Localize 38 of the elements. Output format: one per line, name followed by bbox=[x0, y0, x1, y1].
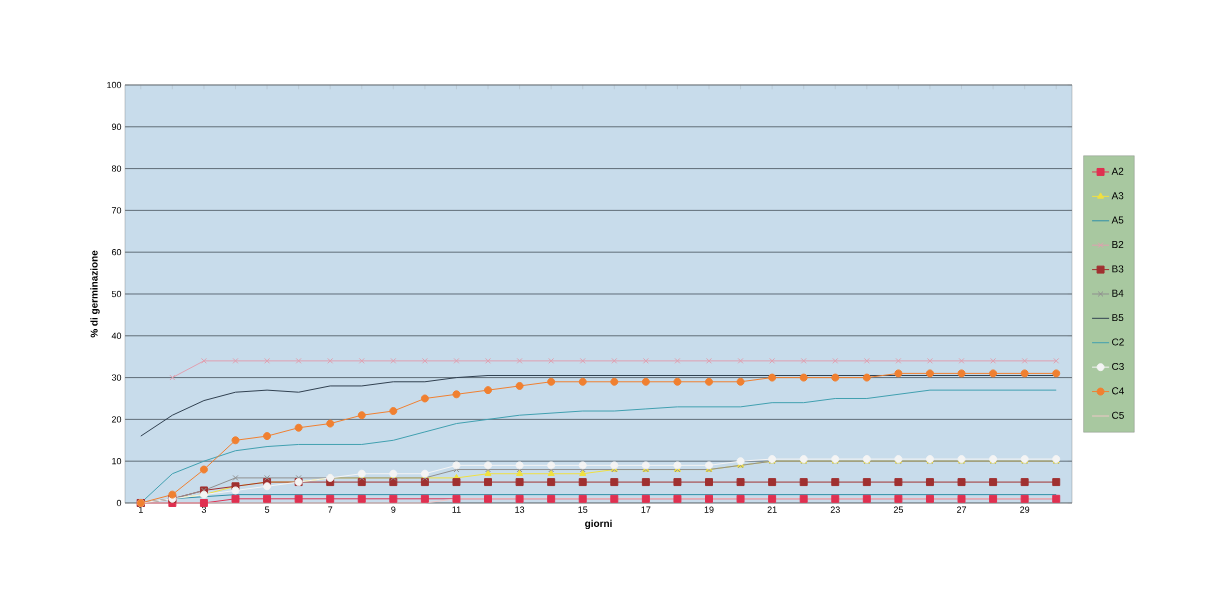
x-tick-label: 7 bbox=[328, 506, 333, 513]
y-tick-label: 60 bbox=[111, 249, 122, 256]
x-axis-title: giorni bbox=[585, 519, 612, 530]
legend-label: B2 bbox=[1112, 240, 1124, 248]
x-tick-label: 27 bbox=[957, 506, 967, 513]
legend-label: A3 bbox=[1111, 192, 1124, 200]
x-tick-label: 13 bbox=[515, 506, 525, 513]
y-tick-label: 90 bbox=[111, 123, 122, 130]
x-tick-label: 1 bbox=[138, 506, 143, 513]
legend-label: B5 bbox=[1112, 314, 1124, 322]
y-tick-label: 20 bbox=[111, 416, 122, 423]
x-tick-label: 15 bbox=[578, 506, 588, 513]
legend-label: C4 bbox=[1112, 387, 1125, 395]
legend-label: C2 bbox=[1112, 338, 1124, 346]
y-tick-label: 100 bbox=[107, 81, 122, 89]
y-tick-label: 80 bbox=[111, 165, 122, 172]
y-tick-label: 70 bbox=[111, 207, 122, 214]
x-tick-label: 11 bbox=[452, 506, 461, 513]
legend-label: C3 bbox=[1112, 362, 1124, 370]
y-tick-label: 0 bbox=[116, 499, 122, 507]
y-tick-label: 50 bbox=[111, 290, 122, 298]
x-tick-label: 9 bbox=[391, 506, 396, 513]
y-tick-label: 30 bbox=[111, 374, 122, 381]
x-tick-label: 5 bbox=[264, 506, 270, 513]
y-tick-label: 10 bbox=[112, 458, 122, 465]
x-tick-label: 17 bbox=[641, 506, 651, 513]
legend-label: A5 bbox=[1111, 216, 1124, 224]
legend-label: A2 bbox=[1111, 167, 1124, 175]
legend-label: C5 bbox=[1112, 411, 1124, 419]
x-tick-label: 25 bbox=[893, 506, 903, 513]
y-tick-label: 40 bbox=[111, 332, 122, 339]
y-axis-title: % di germinazione bbox=[90, 250, 100, 338]
legend-label: B3 bbox=[1112, 265, 1124, 273]
x-tick-label: 21 bbox=[767, 506, 777, 513]
x-tick-label: 19 bbox=[704, 506, 714, 513]
x-tick-label: 23 bbox=[830, 506, 840, 513]
x-tick-label: 29 bbox=[1020, 506, 1030, 513]
legend-label: B4 bbox=[1112, 289, 1124, 297]
